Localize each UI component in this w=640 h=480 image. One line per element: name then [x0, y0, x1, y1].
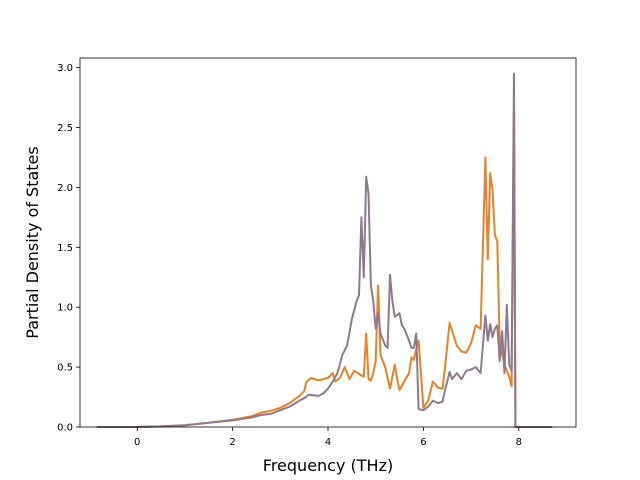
y-tick-label: 2.0: [57, 183, 73, 194]
y-tick-label: 1.0: [57, 303, 73, 314]
series-layer: [96, 72, 553, 428]
y-axis-ticks: 0.0 0.5 1.0 1.5 2.0 2.5 3.0: [57, 63, 80, 434]
x-tick-label: 8: [516, 437, 522, 448]
series-line-2: [96, 72, 553, 428]
y-tick-label: 2.5: [57, 123, 73, 134]
x-tick-label: 0: [134, 437, 140, 448]
y-tick-label: 0.0: [57, 423, 73, 434]
y-axis-label: Partial Density of States: [23, 146, 42, 338]
x-axis-ticks: 0 2 4 6 8: [134, 427, 522, 448]
x-tick-label: 4: [325, 437, 331, 448]
series-line-1: [96, 102, 553, 428]
x-axis-label: Frequency (THz): [263, 456, 393, 475]
y-tick-label: 0.5: [57, 363, 73, 374]
x-tick-label: 2: [229, 437, 235, 448]
y-tick-label: 1.5: [57, 243, 73, 254]
y-tick-label: 3.0: [57, 63, 73, 74]
x-tick-label: 6: [420, 437, 426, 448]
